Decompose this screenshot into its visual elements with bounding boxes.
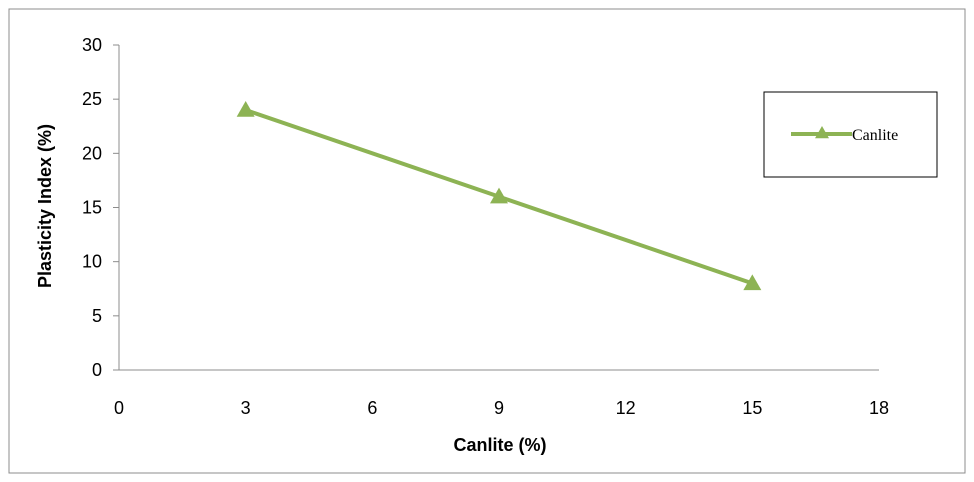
- y-tick-label: 0: [92, 360, 102, 380]
- y-tick-label: 25: [82, 89, 102, 109]
- x-axis-title: Canlite (%): [453, 435, 546, 455]
- x-tick-label: 15: [742, 398, 762, 418]
- y-tick-labels: 0 5 10 15 20 25 30: [82, 35, 119, 380]
- y-tick-label: 20: [82, 143, 102, 163]
- y-tick-label: 30: [82, 35, 102, 55]
- data-point: [490, 187, 508, 204]
- x-tick-labels: 0 3 6 9 12 15 18: [114, 398, 889, 418]
- y-tick-label: 5: [92, 306, 102, 326]
- chart-border: [8, 8, 966, 474]
- legend-marker-canlite: [815, 126, 829, 139]
- data-point: [743, 274, 762, 291]
- x-tick-label: 0: [114, 398, 124, 418]
- y-axis-title: Plasticity Index (%): [35, 124, 55, 288]
- legend-label-canlite: Canlite: [852, 127, 898, 144]
- x-tick-label: 6: [367, 398, 377, 418]
- plot-area: [236, 101, 762, 291]
- y-tick-label: 10: [82, 252, 102, 272]
- x-tick-label: 3: [241, 398, 251, 418]
- x-tick-label: 9: [494, 398, 504, 418]
- x-tick-label: 12: [616, 398, 636, 418]
- x-tick-label: 18: [869, 398, 889, 418]
- data-point: [236, 101, 255, 117]
- y-tick-label: 15: [82, 198, 102, 218]
- legend: Canlite: [763, 91, 938, 178]
